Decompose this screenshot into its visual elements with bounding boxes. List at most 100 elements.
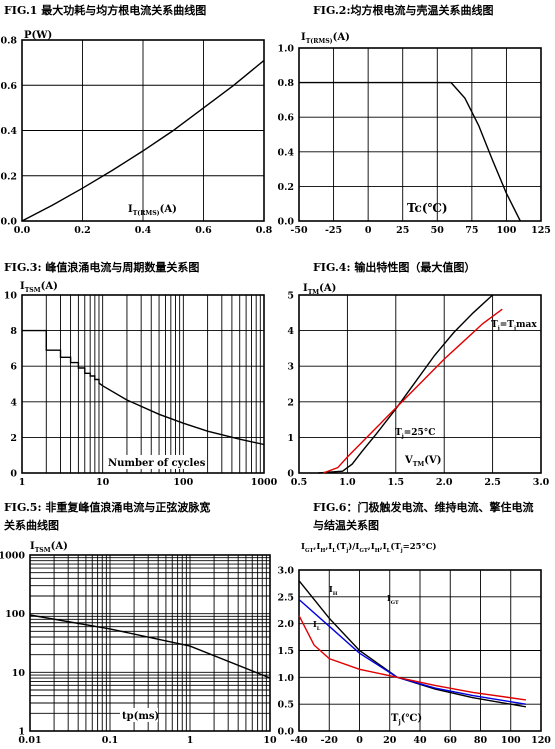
y-tick-label: 0.2 bbox=[277, 182, 294, 193]
x-axis-label-bg bbox=[120, 708, 158, 722]
y-tick-label: 1.0 bbox=[277, 44, 294, 55]
y-tick-label: 0.0 bbox=[277, 217, 294, 228]
series-line-ih bbox=[298, 580, 527, 708]
y-tick-label: 1 bbox=[287, 433, 294, 444]
y-tick-label: 0.8 bbox=[0, 36, 17, 47]
x-tick-label: 40 bbox=[413, 735, 427, 746]
x-tick-label: 80 bbox=[474, 735, 488, 746]
y-tick-label: 2 bbox=[10, 433, 17, 444]
y-axis-label: ITM(A) bbox=[303, 283, 336, 296]
y-tick-label: 1000 bbox=[0, 551, 25, 562]
fig1: FIG.1 最大功耗与均方根电流关系曲线图 0.0 0.2 0.4 0.6 0.8 0.0… bbox=[0, 0, 277, 250]
y-tick-label: 4 bbox=[287, 326, 294, 337]
annotation-ih: IH bbox=[329, 584, 338, 597]
plot-frame bbox=[21, 39, 265, 222]
x-axis-label-bg bbox=[104, 455, 192, 469]
x-tick-label: 3.0 bbox=[533, 477, 550, 488]
y-tick-label: 0.8 bbox=[277, 78, 294, 89]
fig2: FIG.2:均方根电流与壳温关系曲线图 -50 -25 0 25 50 75 100 125 0… bbox=[277, 0, 554, 250]
y-tick-label: 0.4 bbox=[277, 147, 294, 158]
y-tick-label: 0.0 bbox=[277, 727, 294, 738]
x-tick-label: -25 bbox=[325, 225, 342, 236]
y-tick-label: 0.6 bbox=[0, 81, 17, 92]
y-tick-label: 4 bbox=[10, 397, 17, 408]
y-tick-label: 0.2 bbox=[0, 171, 17, 182]
fig1-title: FIG.1 最大功耗与均方根电流关系曲线图 bbox=[4, 4, 207, 17]
fig5: FIG.5: 非重复峰值浪涌电流与正弦波脉宽 关系曲线图 0.01 0.1 1 10 1… bbox=[0, 497, 277, 749]
x-axis-label: tp(ms) bbox=[122, 711, 159, 722]
x-axis-label: VTM(V) bbox=[404, 455, 441, 468]
x-tick-label: 60 bbox=[444, 735, 458, 746]
fig4: FIG.4: 输出特性图（最大值图） 0.5 1.0 1.5 2.0 2.5 3.0 0 1 2… bbox=[277, 255, 554, 495]
y-tick-label: 3.0 bbox=[277, 566, 294, 577]
y-tick-label: 0 bbox=[10, 469, 17, 480]
x-tick-label: 50 bbox=[431, 225, 445, 236]
x-tick-label: 0.0 bbox=[14, 225, 31, 236]
fig2-plot: -50 -25 0 25 50 75 100 125 0.0 0.2 0.4 0.6 0.8 1.0 IT(… bbox=[277, 32, 551, 236]
x-tick-label: 0.5 bbox=[291, 477, 308, 488]
y-axis-label: ITSM(A) bbox=[20, 281, 58, 294]
fig1-plot: 0.0 0.2 0.4 0.6 0.8 0.0 0.2 0.4 0.6 0.8 P(W) IT(RMS… bbox=[0, 30, 273, 236]
fig6-plot: -40 -20 0 20 40 60 80 100 120 0.0 0.5 1.0 1.5 2.0 2.5 3… bbox=[277, 541, 551, 746]
y-tick-label: 8 bbox=[10, 326, 17, 337]
series-line-tjtjmax bbox=[322, 308, 503, 474]
plot-frame bbox=[21, 294, 265, 474]
series-line-tj25c bbox=[318, 294, 494, 474]
y-axis-label: P(W) bbox=[24, 30, 52, 41]
fig3-title: FIG.3: 峰值浪涌电流与周期数量关系图 bbox=[4, 261, 200, 274]
y-tick-label: 2.5 bbox=[277, 592, 294, 603]
x-tick-label: -50 bbox=[290, 225, 308, 236]
y-axis-label: ITSM(A) bbox=[30, 541, 68, 554]
x-tick-label: 0.4 bbox=[135, 225, 152, 236]
x-tick-label: 100 bbox=[501, 735, 521, 746]
x-tick-label: 125 bbox=[531, 225, 551, 236]
series-line-il bbox=[298, 615, 526, 701]
y-tick-label: 2 bbox=[287, 397, 294, 408]
series-line-0 bbox=[299, 81, 521, 222]
x-tick-label: 100 bbox=[173, 477, 193, 488]
series-line-igt bbox=[298, 598, 527, 705]
x-tick-label: 0 bbox=[356, 735, 363, 746]
x-axis-label: Tc(℃) bbox=[407, 201, 448, 215]
annotation-tj-max: Tj=Tjmax bbox=[491, 320, 537, 332]
series-line-0 bbox=[29, 614, 271, 679]
annotation-tj-25: Tj=25°C bbox=[395, 428, 435, 440]
y-tick-label: 100 bbox=[5, 609, 25, 620]
x-tick-label: 120 bbox=[531, 735, 551, 746]
y-tick-label: 0.5 bbox=[277, 700, 294, 711]
x-tick-label: 0 bbox=[365, 225, 372, 236]
y-tick-label: 1.5 bbox=[277, 646, 294, 657]
x-tick-label: 25 bbox=[396, 225, 409, 236]
x-tick-label: 75 bbox=[465, 225, 478, 236]
x-tick-label: 0.6 bbox=[195, 225, 212, 236]
x-tick-label: 0.8 bbox=[256, 225, 273, 236]
y-tick-label: 0.4 bbox=[0, 126, 17, 137]
y-tick-label: 10 bbox=[4, 291, 18, 302]
fig6-title: FIG.6：门极触发电流、维持电流、擎住电流 bbox=[313, 501, 534, 514]
x-tick-label: 0.1 bbox=[102, 735, 119, 746]
y-tick-label: 0.0 bbox=[0, 217, 17, 228]
fig4-title: FIG.4: 输出特性图（最大值图） bbox=[313, 261, 476, 274]
y-axis-label: IT(RMS)(A) bbox=[301, 32, 350, 45]
x-tick-label: 10 bbox=[96, 477, 110, 488]
x-tick-label: 2.0 bbox=[436, 477, 453, 488]
x-axis-label: IT(RMS)(A) bbox=[128, 204, 177, 217]
fig5-title: FIG.5: 非重复峰值浪涌电流与正弦波脉宽 bbox=[4, 501, 211, 514]
annotation-igt: IGT bbox=[387, 593, 399, 606]
y-tick-label: 6 bbox=[10, 362, 17, 373]
x-tick-label: 20 bbox=[383, 735, 397, 746]
fig2-title: FIG.2:均方根电流与壳温关系曲线图 bbox=[313, 4, 494, 17]
x-tick-label: -20 bbox=[321, 735, 339, 746]
x-tick-label: 0.2 bbox=[74, 225, 91, 236]
y-tick-label: 2.0 bbox=[277, 619, 294, 630]
x-tick-label: 1 bbox=[19, 477, 26, 488]
x-tick-label: 1000 bbox=[251, 477, 278, 488]
fig6-title-line2: 与结温关系图 bbox=[313, 519, 379, 532]
annotation-il: IL bbox=[313, 619, 321, 632]
y-tick-label: 1.0 bbox=[277, 673, 294, 684]
y-tick-label: 3 bbox=[287, 362, 294, 373]
fig3: FIG.3: 峰值浪涌电流与周期数量关系图 1 10 100 1000 0 2 4 6 8 10 I… bbox=[0, 255, 278, 495]
series-line-0 bbox=[21, 59, 265, 222]
x-tick-label: 1.5 bbox=[388, 477, 405, 488]
